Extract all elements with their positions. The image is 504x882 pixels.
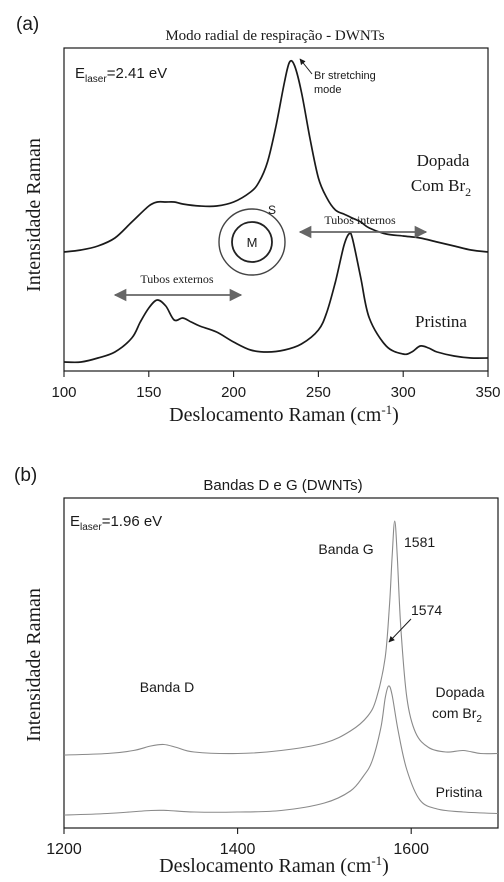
panel-b-ylabel: Intensidade Raman xyxy=(23,588,45,742)
panel-b-label-dopada-line1: Dopada xyxy=(435,684,484,700)
panel-a-x-ticks: 100 150 200 250 300 350 xyxy=(51,371,501,401)
panel-b-xtick-label-2: 1600 xyxy=(393,841,429,858)
panel-b-x-ticks: 1200 1400 1600 xyxy=(46,828,429,858)
panel-b-dopada-sub: 2 xyxy=(476,714,482,725)
panel-a-br-line2: mode xyxy=(314,84,342,96)
panel-b-laser-sub: laser xyxy=(80,522,102,533)
panel-b-series-line-1 xyxy=(63,685,499,816)
panel-a-tube-schematic: M S xyxy=(218,203,286,276)
panel-b-xtick-label-1: 1400 xyxy=(220,841,256,858)
panel-b-label-pristina: Pristina xyxy=(436,784,483,800)
panel-b-laser-energy: Elaser=1.96 eV xyxy=(70,513,162,533)
panel-a-label-pristina: Pristina xyxy=(415,312,467,331)
tube-outer-label: S xyxy=(268,203,276,217)
peak-1574-label: 1574 xyxy=(411,602,442,618)
panel-a-xtick-label-3: 250 xyxy=(306,384,331,401)
panel-a-laser-sub: laser xyxy=(85,74,107,85)
panel-b-title: Bandas D e G (DWNTs) xyxy=(203,477,362,494)
external-tubes-label: Tubos externos xyxy=(140,272,214,286)
panel-a-label-dopada-line2: Com Br2 xyxy=(411,176,471,199)
panel-b: (b) Bandas D e G (DWNTs) 1200 1400 1600 In… xyxy=(14,465,499,877)
panel-b-series-line-0 xyxy=(63,520,499,756)
panel-b-laser-value: =1.96 eV xyxy=(102,513,162,530)
panel-a-dopada-sub: 2 xyxy=(465,185,471,199)
panel-a-laser-energy: Elaser=2.41 eV xyxy=(75,65,167,85)
peak-1581-label: 1581 xyxy=(404,534,435,550)
panel-b-xlabel: Deslocamento Raman (cm-1) xyxy=(159,853,389,877)
panel-a-xtick-label-5: 350 xyxy=(475,384,500,401)
panel-a: (a) Modo radial de respiração - DWNTs 10… xyxy=(16,14,501,426)
panel-b-plot-frame xyxy=(63,497,499,829)
panel-b-label-dopada-line2: com Br2 xyxy=(432,705,482,725)
panel-a-ylabel: Intensidade Raman xyxy=(23,138,45,292)
band-g-label: Banda G xyxy=(318,541,373,557)
panel-b-curves xyxy=(63,520,499,816)
panel-a-xtick-label-4: 300 xyxy=(391,384,416,401)
panel-a-dopada-text: Com Br xyxy=(411,176,466,195)
band-d-label: Banda D xyxy=(140,679,194,695)
panel-a-series-line-1 xyxy=(63,231,489,364)
tube-inner-label: M xyxy=(247,235,258,250)
panel-a-xtick-label-2: 200 xyxy=(221,384,246,401)
panel-a-xlabel: Deslocamento Raman (cm-1) xyxy=(169,402,399,426)
panel-b-xtick-label-0: 1200 xyxy=(46,841,82,858)
peak-1574-arrow xyxy=(388,618,412,643)
panel-a-laser-value: =2.41 eV xyxy=(107,65,167,82)
panel-b-label: (b) xyxy=(14,465,37,486)
panel-a-plot-frame xyxy=(63,47,489,372)
panel-a-br-arrow xyxy=(299,58,313,75)
panel-b-dopada-text: com Br xyxy=(432,705,477,721)
panel-a-title: Modo radial de respiração - DWNTs xyxy=(165,28,384,44)
outer-tube-circle xyxy=(218,208,286,276)
panel-a-label: (a) xyxy=(16,14,39,35)
internal-tubes-label: Tubos internos xyxy=(324,213,396,227)
panel-a-xtick-label-0: 100 xyxy=(51,384,76,401)
panel-a-label-dopada-line1: Dopada xyxy=(417,151,470,170)
panel-a-br-label: Br stretching mode xyxy=(314,70,376,96)
inner-tube-circle xyxy=(231,221,273,263)
panel-a-xtick-label-1: 150 xyxy=(136,384,161,401)
panel-a-br-line1: Br stretching xyxy=(314,70,376,82)
